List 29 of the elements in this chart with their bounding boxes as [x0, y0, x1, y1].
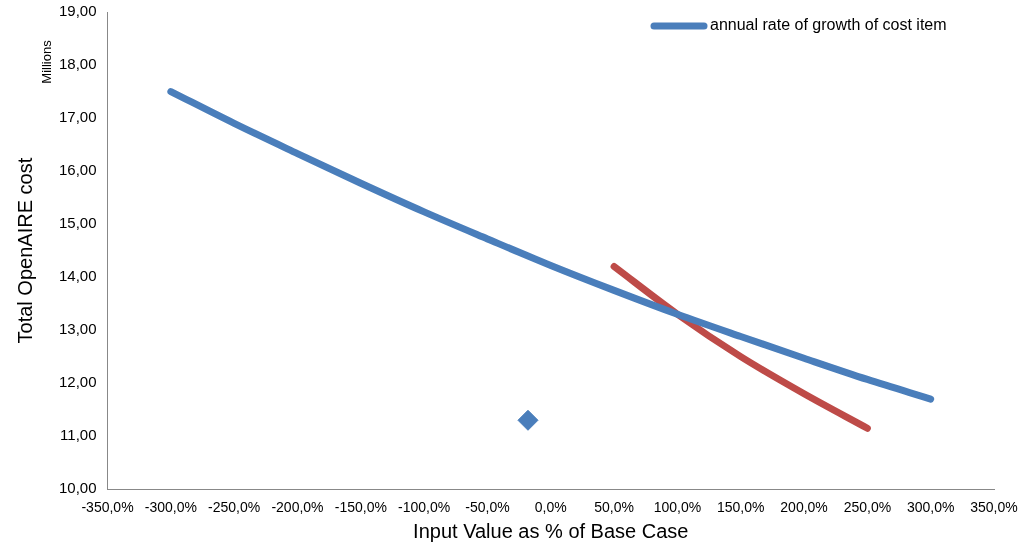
- x-tick-label: -300,0%: [144, 499, 197, 516]
- x-axis-title: Input Value as % of Base Case: [413, 519, 689, 542]
- y-tick-label: 13,00: [58, 320, 97, 338]
- legend-label: annual rate of growth of cost item: [710, 16, 947, 34]
- x-tick-label: -50,0%: [465, 499, 510, 516]
- x-tick-label: -200,0%: [271, 499, 324, 516]
- y-tick-label: 19,00: [58, 2, 97, 20]
- y-tick-label: 18,00: [58, 55, 97, 73]
- y-tick-label: 11,00: [60, 426, 97, 444]
- x-tick-label: 200,0%: [780, 499, 828, 516]
- text: Millions: [39, 39, 55, 84]
- y-tick-label: 16,00: [58, 161, 97, 179]
- x-tick-label: 50,0%: [594, 499, 634, 516]
- y-tick-label: 17,00: [58, 108, 97, 126]
- x-tick-label: -150,0%: [334, 499, 387, 516]
- x-tick-label: 300,0%: [906, 499, 955, 516]
- y-tick-label: 10,00: [58, 479, 97, 497]
- x-tick-label: 250,0%: [843, 499, 892, 516]
- x-tick-label: -100,0%: [398, 499, 451, 516]
- x-tick-label: -250,0%: [208, 499, 261, 516]
- y-axis-title: Total OpenAIRE cost: [13, 157, 36, 344]
- x-tick-label: 0,0%: [534, 499, 567, 516]
- y-tick-label: 15,00: [58, 214, 97, 232]
- x-tick-label: 100,0%: [653, 499, 702, 516]
- y-tick-label: 14,00: [58, 267, 97, 285]
- x-tick-label: 350,0%: [970, 499, 1018, 516]
- x-tick-label: -350,0%: [81, 499, 134, 516]
- y-tick-label: 12,00: [58, 373, 97, 391]
- x-tick-label: 150,0%: [716, 499, 765, 516]
